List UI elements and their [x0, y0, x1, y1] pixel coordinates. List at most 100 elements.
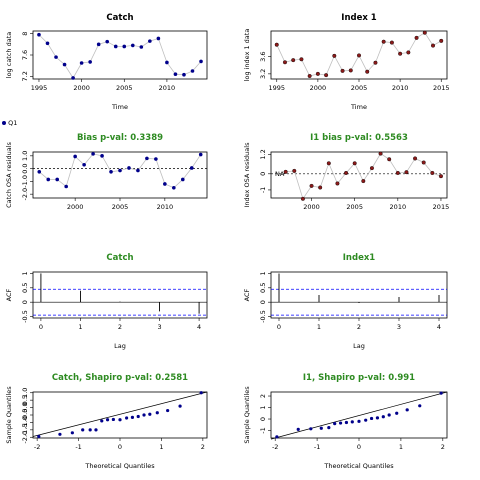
- panel-index1: Index 1 1995 2000 2005 2010 2015 3.2 3.6 Time log…: [243, 13, 450, 111]
- x-tick-label: 2015: [433, 84, 450, 92]
- y-tick-label: -2.0: [21, 431, 29, 444]
- x-tick-label: 2: [441, 443, 445, 451]
- y-tick-label: 3.2: [259, 69, 267, 79]
- data-point: [64, 184, 68, 189]
- plot-frame: [32, 30, 208, 80]
- x-tick-label: 2010: [157, 203, 174, 211]
- data-point: [178, 404, 182, 408]
- chart-title: Index 1: [341, 13, 377, 23]
- data-point: [421, 160, 426, 165]
- y-axis-label: Sample Quantiles: [5, 386, 13, 444]
- x-tick-label: 2005: [346, 203, 363, 211]
- na-annotation: NA: [275, 170, 285, 178]
- data-point: [422, 30, 427, 35]
- x-tick-label: 0: [39, 323, 43, 331]
- data-point: [369, 166, 374, 171]
- data-point: [113, 44, 118, 49]
- y-tick-label: 1.0: [21, 151, 29, 161]
- data-point: [172, 185, 176, 190]
- data-point: [111, 417, 115, 422]
- x-tick-label: 2010: [392, 84, 409, 92]
- x-tick-label: 2000: [303, 203, 320, 211]
- data-point: [375, 416, 380, 420]
- chart-title: I1 bias p-val: 0.5563: [310, 133, 408, 143]
- panel-catch: Catch 1995 2000 2005 2010 7.2 7.6 8 Time log catc…: [5, 13, 208, 111]
- data-point: [344, 170, 349, 175]
- data-point: [326, 161, 331, 166]
- y-axis-label: log index 1 data: [243, 29, 251, 82]
- y-tick-label: -1: [259, 427, 267, 433]
- data-point: [145, 156, 149, 161]
- x-axis-label: Time: [350, 103, 367, 111]
- x-axis-label: Lag: [353, 342, 365, 350]
- data-point: [100, 419, 104, 423]
- y-tick-label: 0.0: [21, 402, 29, 412]
- x-tick-label: 4: [437, 323, 441, 331]
- data-point: [381, 39, 386, 44]
- data-point: [70, 431, 74, 435]
- data-point: [81, 428, 85, 432]
- data-point: [199, 59, 203, 64]
- x-axis-label: Lag: [114, 342, 126, 350]
- chart-title: Catch: [106, 253, 133, 263]
- data-point: [109, 170, 113, 174]
- data-point: [190, 69, 195, 73]
- x-tick-label: 2005: [351, 84, 368, 92]
- x-tick-label: 0: [118, 443, 122, 451]
- data-point: [118, 418, 122, 422]
- panel-acf_index1: Index1 0 1 2 3 4 -0.5 0 0.5 1 Lag ACF: [243, 253, 448, 350]
- data-point: [357, 419, 361, 423]
- data-point: [199, 391, 203, 395]
- y-tick-label: -0.5: [21, 409, 29, 422]
- panel-acf_catch: Catch 0 1 2 3 4 -0.5 0 0.5 1 Lag ACF: [5, 253, 208, 350]
- data-point: [315, 71, 320, 76]
- data-point: [79, 61, 84, 65]
- data-point: [299, 57, 304, 62]
- x-axis-label: Time: [111, 103, 128, 111]
- data-point: [404, 170, 409, 175]
- plot-frame: [270, 271, 448, 319]
- data-point: [58, 432, 62, 436]
- data-point: [389, 40, 394, 45]
- y-tick-label: -1.0: [21, 175, 29, 188]
- y-tick-label: 3.6: [259, 52, 267, 62]
- chart-title: I1, Shapiro p-val: 0.991: [303, 373, 415, 383]
- data-point: [139, 45, 144, 49]
- data-point: [275, 435, 279, 439]
- y-tick-label: 7.2: [21, 71, 29, 81]
- x-tick-label: 2010: [159, 84, 176, 92]
- x-tick-label: 3: [397, 323, 401, 331]
- y-tick-label: -1.0: [21, 416, 29, 429]
- data-point: [118, 168, 122, 173]
- qq-reference-line: [270, 391, 448, 440]
- data-point: [163, 182, 167, 186]
- qq-reference-line: [32, 391, 208, 437]
- plot-frame: [32, 151, 208, 199]
- data-point: [82, 162, 86, 167]
- data-point: [395, 411, 399, 415]
- data-point: [122, 44, 127, 49]
- data-point: [91, 152, 95, 156]
- data-point: [71, 76, 75, 80]
- data-point: [398, 51, 403, 56]
- plot-frame: [32, 271, 208, 319]
- x-tick-label: 1: [159, 443, 163, 451]
- x-tick-label: -1: [314, 443, 320, 451]
- data-point: [352, 161, 357, 166]
- data-point: [373, 60, 378, 65]
- y-tick-label: 1: [259, 405, 267, 409]
- x-tick-label: 1: [78, 323, 82, 331]
- data-point: [282, 60, 287, 65]
- data-point: [166, 408, 170, 413]
- data-point: [127, 166, 131, 170]
- panel-catch_osa: Bias p-val: 0.3389 2000 2005 2010 -2.0-1.0 0.…: [5, 133, 208, 211]
- data-point: [136, 168, 140, 173]
- panel-qq_catch: Catch, Shapiro p-val: 0.2581-2 -1 0 1 2-2.0-…: [5, 373, 208, 470]
- data-point: [100, 154, 104, 158]
- data-point: [439, 38, 444, 43]
- x-tick-label: 0: [277, 323, 281, 331]
- data-point: [387, 413, 391, 417]
- residual-line: [285, 153, 442, 200]
- data-point: [136, 414, 140, 419]
